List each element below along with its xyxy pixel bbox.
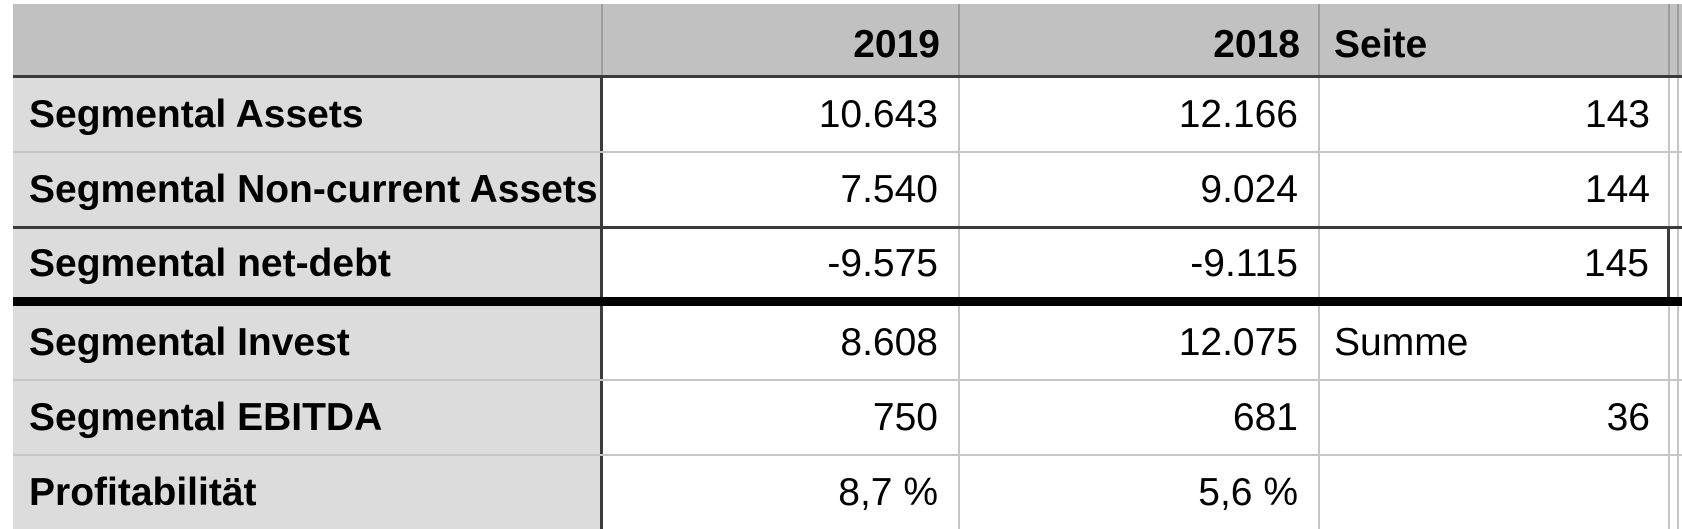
edge-cell [1679, 78, 1682, 151]
summe-label: Summe [1320, 306, 1670, 379]
table-row-segmental-ebitda: Segmental EBITDA 750 681 36 [13, 379, 1682, 454]
row-label: Segmental Assets [13, 78, 603, 151]
table-row-segmental-invest: Segmental Invest 8.608 12.075 Summe [13, 306, 1682, 379]
page-number: 36 [1320, 381, 1670, 454]
sliver-cell [1670, 456, 1679, 529]
value-2019: 8,7 % [603, 456, 960, 529]
header-year-2019: 2019 [603, 4, 960, 75]
header-sliver-cell [1670, 4, 1679, 75]
page-number: 143 [1320, 78, 1670, 151]
value-2018: 12.075 [960, 306, 1320, 379]
value-2018: 9.024 [960, 153, 1320, 226]
page-number: 144 [1320, 153, 1670, 226]
table-row-segmental-net-debt: Segmental net-debt -9.575 -9.115 145 [13, 226, 1682, 306]
header-edge-cell [1679, 4, 1682, 75]
edge-cell [1679, 381, 1682, 454]
sliver-cell [1670, 381, 1679, 454]
value-2018: 12.166 [960, 78, 1320, 151]
table-row-profitabilitaet: Profitabilität 8,7 % 5,6 % [13, 454, 1682, 529]
value-2019: 7.540 [603, 153, 960, 226]
row-label: Segmental Non-current Assets [13, 153, 603, 226]
sliver-cell [1670, 306, 1679, 379]
edge-cell [1679, 229, 1682, 297]
value-2018: -9.115 [960, 229, 1320, 297]
header-blank-cell [13, 4, 603, 75]
header-page-column: Seite [1320, 4, 1670, 75]
value-2019: 8.608 [603, 306, 960, 379]
value-2018: 681 [960, 381, 1320, 454]
value-2019: 10.643 [603, 78, 960, 151]
sliver-cell [1670, 229, 1679, 297]
row-label: Segmental Invest [13, 306, 603, 379]
row-label: Segmental EBITDA [13, 381, 603, 454]
value-2019: -9.575 [603, 229, 960, 297]
row-label: Profitabilität [13, 456, 603, 529]
segment-financial-table: 2019 2018 Seite Segmental Assets 10.643 … [13, 4, 1682, 529]
page-number: 145 [1320, 229, 1670, 297]
row-label: Segmental net-debt [13, 229, 603, 297]
edge-cell [1679, 153, 1682, 226]
edge-cell [1679, 456, 1682, 529]
edge-cell [1679, 306, 1682, 379]
sliver-cell [1670, 153, 1679, 226]
table-row-segmental-assets: Segmental Assets 10.643 12.166 143 [13, 78, 1682, 151]
header-year-2018: 2018 [960, 4, 1320, 75]
page-number [1320, 456, 1670, 529]
table-header-row: 2019 2018 Seite [13, 4, 1682, 78]
value-2018: 5,6 % [960, 456, 1320, 529]
table-row-segmental-non-current-assets: Segmental Non-current Assets 7.540 9.024… [13, 151, 1682, 226]
sliver-cell [1670, 78, 1679, 151]
value-2019: 750 [603, 381, 960, 454]
